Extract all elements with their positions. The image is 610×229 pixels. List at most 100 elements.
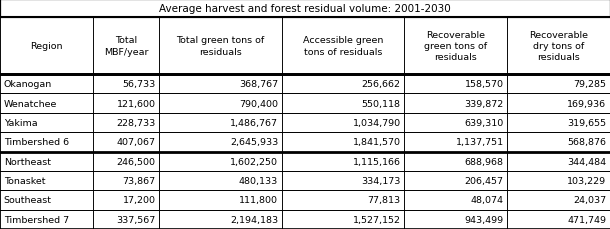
Bar [404, 133, 508, 152]
Bar [0, 75, 93, 94]
Text: Yakima: Yakima [4, 118, 37, 127]
Bar [282, 94, 404, 113]
Text: 334,173: 334,173 [361, 176, 401, 185]
Bar [282, 18, 404, 75]
Text: 407,067: 407,067 [117, 138, 156, 147]
Bar [508, 191, 610, 210]
Bar [93, 171, 159, 191]
Text: Northeast: Northeast [4, 157, 51, 166]
Text: 24,037: 24,037 [573, 196, 606, 204]
Bar [404, 171, 508, 191]
Bar [508, 113, 610, 133]
Bar [404, 152, 508, 171]
Bar [508, 18, 610, 75]
Text: Timbershed 7: Timbershed 7 [4, 215, 69, 224]
Bar [404, 18, 508, 75]
Bar [282, 191, 404, 210]
Text: 568,876: 568,876 [567, 138, 606, 147]
Text: 639,310: 639,310 [464, 118, 504, 127]
Bar [282, 171, 404, 191]
Bar [0, 210, 93, 229]
Bar [282, 133, 404, 152]
Bar [404, 113, 508, 133]
Text: Wenatchee: Wenatchee [4, 99, 57, 108]
Text: 550,118: 550,118 [362, 99, 401, 108]
Bar [159, 113, 282, 133]
Bar [93, 113, 159, 133]
Bar [159, 152, 282, 171]
Text: 103,229: 103,229 [567, 176, 606, 185]
Bar [508, 94, 610, 113]
Bar [282, 152, 404, 171]
Text: 256,662: 256,662 [362, 80, 401, 89]
Bar [0, 152, 93, 171]
Bar [159, 75, 282, 94]
Text: 158,570: 158,570 [465, 80, 504, 89]
Bar [508, 75, 610, 94]
Text: 2,645,933: 2,645,933 [230, 138, 278, 147]
Text: Tonasket: Tonasket [4, 176, 45, 185]
Text: 319,655: 319,655 [567, 118, 606, 127]
Bar [508, 210, 610, 229]
Bar [159, 191, 282, 210]
Text: Okanogan: Okanogan [4, 80, 52, 89]
Bar [159, 94, 282, 113]
Text: 79,285: 79,285 [573, 80, 606, 89]
Bar [282, 210, 404, 229]
Text: 368,767: 368,767 [239, 80, 278, 89]
Text: 206,457: 206,457 [465, 176, 504, 185]
Bar [0, 0, 610, 18]
Bar [282, 113, 404, 133]
Bar [0, 113, 93, 133]
Bar [404, 94, 508, 113]
Text: Region: Region [30, 42, 63, 51]
Text: 1,486,767: 1,486,767 [230, 118, 278, 127]
Bar [508, 152, 610, 171]
Bar [93, 152, 159, 171]
Bar [159, 210, 282, 229]
Text: 1,137,751: 1,137,751 [456, 138, 504, 147]
Text: 1,602,250: 1,602,250 [230, 157, 278, 166]
Bar [93, 133, 159, 152]
Bar [282, 75, 404, 94]
Text: 1,115,166: 1,115,166 [353, 157, 401, 166]
Text: 339,872: 339,872 [464, 99, 504, 108]
Bar [159, 133, 282, 152]
Text: Total green tons of
residuals: Total green tons of residuals [176, 36, 265, 56]
Text: Average harvest and forest residual volume: 2001-2030: Average harvest and forest residual volu… [159, 4, 451, 14]
Text: 344,484: 344,484 [567, 157, 606, 166]
Text: 56,733: 56,733 [122, 80, 156, 89]
Bar [93, 18, 159, 75]
Text: Total
MBF/year: Total MBF/year [104, 36, 148, 56]
Bar [508, 171, 610, 191]
Text: 1,034,790: 1,034,790 [353, 118, 401, 127]
Bar [0, 94, 93, 113]
Bar [0, 133, 93, 152]
Text: 48,074: 48,074 [470, 196, 504, 204]
Text: 1,841,570: 1,841,570 [353, 138, 401, 147]
Bar [404, 191, 508, 210]
Text: 73,867: 73,867 [123, 176, 156, 185]
Bar [0, 18, 610, 75]
Text: Accessible green
tons of residuals: Accessible green tons of residuals [303, 36, 383, 56]
Text: 790,400: 790,400 [239, 99, 278, 108]
Bar [93, 210, 159, 229]
Text: 337,567: 337,567 [117, 215, 156, 224]
Bar [0, 18, 93, 75]
Bar [93, 75, 159, 94]
Bar [0, 191, 93, 210]
Text: 77,813: 77,813 [368, 196, 401, 204]
Text: 121,600: 121,600 [117, 99, 156, 108]
Text: 2,194,183: 2,194,183 [230, 215, 278, 224]
Text: 688,968: 688,968 [465, 157, 504, 166]
Text: Timbershed 6: Timbershed 6 [4, 138, 69, 147]
Text: 943,499: 943,499 [464, 215, 504, 224]
Text: 246,500: 246,500 [117, 157, 156, 166]
Text: 480,133: 480,133 [239, 176, 278, 185]
Bar [159, 18, 282, 75]
Bar [404, 75, 508, 94]
Text: Recoverable
dry tons of
residuals: Recoverable dry tons of residuals [529, 31, 588, 62]
Text: 471,749: 471,749 [567, 215, 606, 224]
Text: 17,200: 17,200 [123, 196, 156, 204]
Text: Southeast: Southeast [4, 196, 52, 204]
